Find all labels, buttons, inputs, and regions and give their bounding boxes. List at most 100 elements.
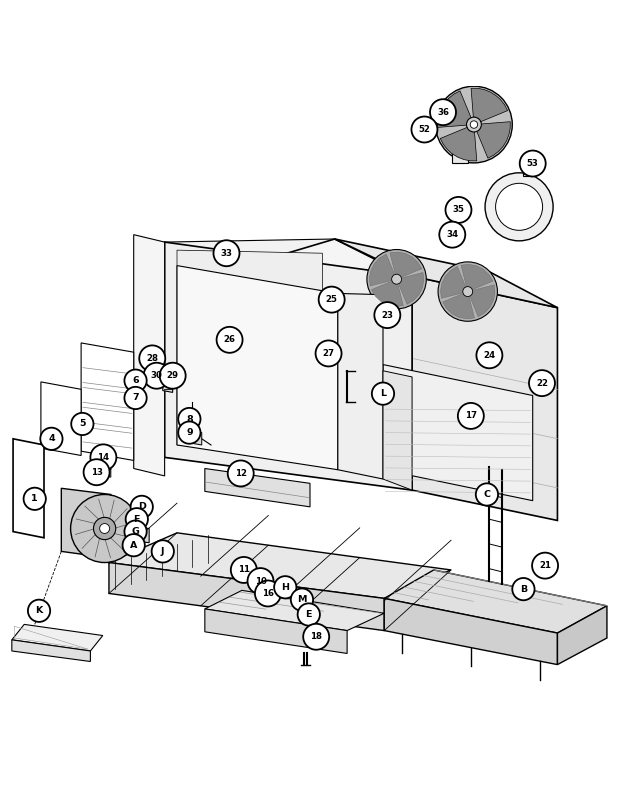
Circle shape bbox=[446, 197, 471, 223]
Polygon shape bbox=[12, 640, 91, 661]
Polygon shape bbox=[412, 276, 557, 520]
Circle shape bbox=[436, 86, 512, 163]
Text: 53: 53 bbox=[527, 159, 539, 168]
Text: B: B bbox=[520, 585, 527, 593]
Text: 36: 36 bbox=[437, 108, 449, 117]
Text: 5: 5 bbox=[79, 419, 86, 429]
Text: 35: 35 bbox=[453, 206, 464, 214]
Circle shape bbox=[97, 462, 105, 469]
Circle shape bbox=[532, 553, 558, 578]
Circle shape bbox=[476, 483, 498, 505]
Text: 52: 52 bbox=[418, 125, 430, 134]
Text: eReplacementParts.com: eReplacementParts.com bbox=[220, 396, 400, 408]
Text: 10: 10 bbox=[255, 577, 267, 585]
Text: 6: 6 bbox=[132, 377, 139, 385]
Text: H: H bbox=[281, 583, 290, 592]
Circle shape bbox=[94, 517, 116, 539]
Circle shape bbox=[84, 460, 110, 485]
Polygon shape bbox=[12, 624, 103, 651]
Polygon shape bbox=[441, 267, 467, 298]
Circle shape bbox=[495, 184, 542, 230]
Circle shape bbox=[126, 508, 148, 530]
Circle shape bbox=[71, 494, 139, 562]
Polygon shape bbox=[383, 371, 412, 490]
Circle shape bbox=[470, 121, 477, 128]
Polygon shape bbox=[13, 439, 44, 538]
Polygon shape bbox=[397, 272, 424, 305]
Text: 26: 26 bbox=[224, 335, 236, 344]
Circle shape bbox=[125, 520, 147, 543]
Polygon shape bbox=[557, 606, 607, 664]
Polygon shape bbox=[205, 590, 384, 630]
Circle shape bbox=[228, 460, 254, 486]
Circle shape bbox=[160, 363, 185, 388]
Polygon shape bbox=[165, 242, 412, 490]
Circle shape bbox=[319, 286, 345, 312]
Text: 22: 22 bbox=[536, 379, 548, 388]
Text: 9: 9 bbox=[186, 428, 193, 437]
Circle shape bbox=[438, 262, 497, 321]
Circle shape bbox=[274, 576, 296, 599]
Circle shape bbox=[152, 540, 174, 562]
Polygon shape bbox=[159, 239, 412, 331]
Polygon shape bbox=[61, 488, 111, 558]
Circle shape bbox=[430, 99, 456, 125]
Polygon shape bbox=[134, 235, 165, 476]
Text: A: A bbox=[130, 541, 138, 550]
Polygon shape bbox=[109, 533, 451, 599]
Circle shape bbox=[374, 302, 401, 328]
Circle shape bbox=[303, 624, 329, 649]
Polygon shape bbox=[383, 365, 533, 501]
Polygon shape bbox=[390, 252, 422, 279]
Polygon shape bbox=[177, 250, 322, 448]
Circle shape bbox=[392, 274, 402, 284]
Polygon shape bbox=[370, 254, 397, 286]
Text: 28: 28 bbox=[146, 354, 158, 363]
Circle shape bbox=[298, 604, 320, 626]
Circle shape bbox=[91, 445, 117, 471]
Text: 27: 27 bbox=[322, 349, 335, 358]
Text: 13: 13 bbox=[91, 467, 102, 477]
Polygon shape bbox=[461, 264, 493, 292]
Text: E: E bbox=[306, 610, 312, 619]
Circle shape bbox=[97, 469, 105, 476]
Polygon shape bbox=[184, 430, 202, 445]
Circle shape bbox=[440, 221, 465, 248]
Text: 24: 24 bbox=[484, 350, 495, 360]
Circle shape bbox=[458, 403, 484, 429]
Circle shape bbox=[291, 589, 313, 611]
Polygon shape bbox=[338, 293, 383, 479]
Text: 30: 30 bbox=[151, 371, 162, 380]
Text: 7: 7 bbox=[132, 393, 139, 403]
Polygon shape bbox=[523, 168, 534, 176]
Polygon shape bbox=[205, 468, 310, 507]
Circle shape bbox=[178, 422, 200, 444]
Circle shape bbox=[125, 369, 147, 392]
Polygon shape bbox=[163, 377, 172, 392]
Text: C: C bbox=[484, 490, 490, 499]
Polygon shape bbox=[452, 153, 468, 163]
Polygon shape bbox=[474, 122, 510, 158]
Circle shape bbox=[520, 150, 546, 176]
Circle shape bbox=[28, 600, 50, 622]
Circle shape bbox=[412, 116, 438, 142]
Circle shape bbox=[71, 413, 94, 435]
Polygon shape bbox=[41, 382, 81, 456]
Text: 14: 14 bbox=[97, 453, 110, 462]
Circle shape bbox=[512, 578, 534, 600]
Circle shape bbox=[125, 387, 147, 409]
Circle shape bbox=[231, 557, 257, 583]
Circle shape bbox=[178, 408, 200, 430]
Text: 33: 33 bbox=[221, 248, 232, 258]
Circle shape bbox=[100, 524, 110, 533]
Text: 1: 1 bbox=[32, 494, 38, 503]
Polygon shape bbox=[438, 91, 474, 127]
Circle shape bbox=[255, 581, 281, 607]
Text: J: J bbox=[161, 547, 164, 556]
Circle shape bbox=[463, 286, 472, 297]
Text: M: M bbox=[297, 595, 307, 604]
Circle shape bbox=[316, 340, 342, 366]
Circle shape bbox=[367, 249, 427, 309]
Polygon shape bbox=[384, 570, 607, 633]
Text: D: D bbox=[138, 502, 146, 511]
